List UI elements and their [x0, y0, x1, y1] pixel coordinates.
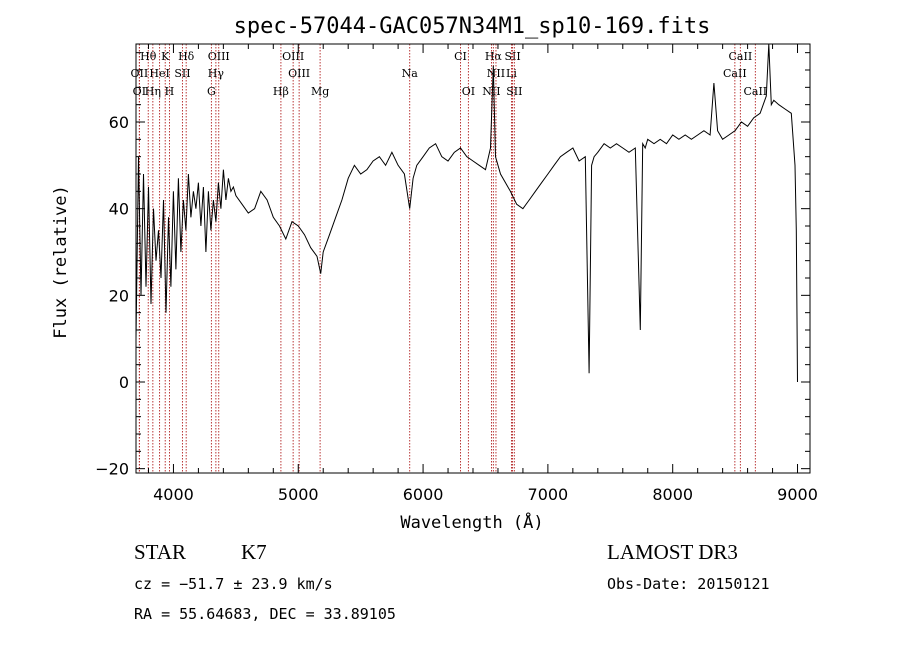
survey-name: LAMOST DR3 — [607, 540, 738, 564]
object-class: STAR — [134, 540, 186, 564]
spectral-line-label: Hη — [145, 85, 161, 98]
redshift-cz: cz = −51.7 ± 23.9 km/s — [134, 575, 333, 593]
plot-frame — [135, 43, 811, 474]
spectral-line-label: SII — [174, 67, 190, 80]
spectral-line-label: K — [161, 50, 170, 63]
spectral-line-label: Hδ — [178, 50, 195, 63]
spectral-line-label: Li — [506, 67, 517, 80]
x-tick-label: 4000 — [153, 485, 194, 504]
spectral-line-label: HeI — [149, 67, 169, 80]
y-tick-label: 60 — [109, 113, 129, 132]
spectral-line-label: OI — [462, 85, 475, 98]
y-axis-label: Flux (relative) — [51, 185, 71, 339]
x-tick-label: 6000 — [403, 485, 444, 504]
spectral-line-label: H — [165, 85, 175, 98]
spectral-line-label: CI — [454, 50, 467, 63]
spectral-line-label: OII — [131, 67, 149, 80]
spectral-line-label: CaII — [743, 85, 767, 98]
spectral-line-label: G — [207, 85, 216, 98]
axis-ticks: 4000 5000 6000 7000 8000 9000 −20 0 20 40 60 — [95, 44, 818, 504]
spectral-line-label: NII — [482, 85, 500, 98]
object-subclass: K7 — [241, 540, 267, 564]
chart-title: spec-57044-GAC057N34M1_sp10-169.fits — [234, 14, 711, 39]
spectrum-line — [135, 43, 798, 383]
y-tick-label: −20 — [95, 460, 129, 479]
x-tick-label: 5000 — [278, 485, 319, 504]
x-axis-label: Wavelength (Å) — [400, 511, 543, 533]
spectral-line-label: Hγ — [208, 67, 225, 80]
spectral-line-label: NII — [487, 67, 505, 80]
spectral-line-label: Hθ — [140, 50, 157, 63]
spectral-line-label: CaII — [723, 67, 747, 80]
spectral-line-label: Hα — [485, 50, 503, 63]
spectral-line-label: Na — [402, 67, 419, 80]
observation-date: Obs-Date: 20150121 — [607, 575, 770, 593]
spectral-line-label: Mg — [311, 85, 329, 98]
sky-coordinates: RA = 55.64683, DEC = 33.89105 — [134, 605, 396, 623]
x-tick-label: 9000 — [777, 485, 818, 504]
x-tick-label: 8000 — [652, 485, 693, 504]
spectral-line-label: CaII — [729, 50, 753, 63]
spectral-line-label: OIII — [208, 50, 230, 63]
spectral-line-label: OIII — [282, 50, 304, 63]
y-tick-label: 20 — [109, 286, 129, 305]
x-tick-label: 7000 — [528, 485, 569, 504]
spectral-line-label: SII — [504, 50, 520, 63]
y-tick-label: 40 — [109, 200, 129, 219]
spectral-line-label: OIII — [288, 67, 310, 80]
y-tick-label: 0 — [119, 373, 129, 392]
plot-axes — [135, 43, 811, 474]
spectral-line-label: Hβ — [273, 85, 289, 98]
spectral-line-label: SII — [506, 85, 522, 98]
